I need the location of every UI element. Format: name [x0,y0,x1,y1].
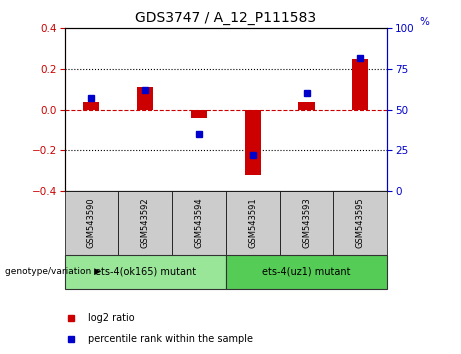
Bar [226,191,280,255]
Text: GSM543590: GSM543590 [87,198,96,249]
Bar [65,191,118,255]
Text: genotype/variation ▶: genotype/variation ▶ [5,267,100,276]
Bar [352,59,368,110]
Text: log2 ratio: log2 ratio [88,313,135,323]
Text: GSM543592: GSM543592 [141,198,150,249]
Text: GSM543595: GSM543595 [356,198,365,249]
Bar [172,191,226,255]
Bar [65,255,226,289]
Bar [245,110,261,175]
Text: percentile rank within the sample: percentile rank within the sample [88,334,253,344]
Text: GSM543594: GSM543594 [195,198,203,249]
Bar [137,87,153,110]
Text: GSM543591: GSM543591 [248,198,257,249]
Bar [298,102,314,110]
Bar [191,110,207,118]
Text: ets-4(ok165) mutant: ets-4(ok165) mutant [95,267,196,277]
Bar [118,191,172,255]
Text: %: % [420,17,429,27]
Bar [83,102,100,110]
Text: ets-4(uz1) mutant: ets-4(uz1) mutant [262,267,351,277]
Bar [280,191,333,255]
Text: GSM543593: GSM543593 [302,198,311,249]
Bar [333,191,387,255]
Bar [226,255,387,289]
Text: GDS3747 / A_12_P111583: GDS3747 / A_12_P111583 [136,11,316,25]
